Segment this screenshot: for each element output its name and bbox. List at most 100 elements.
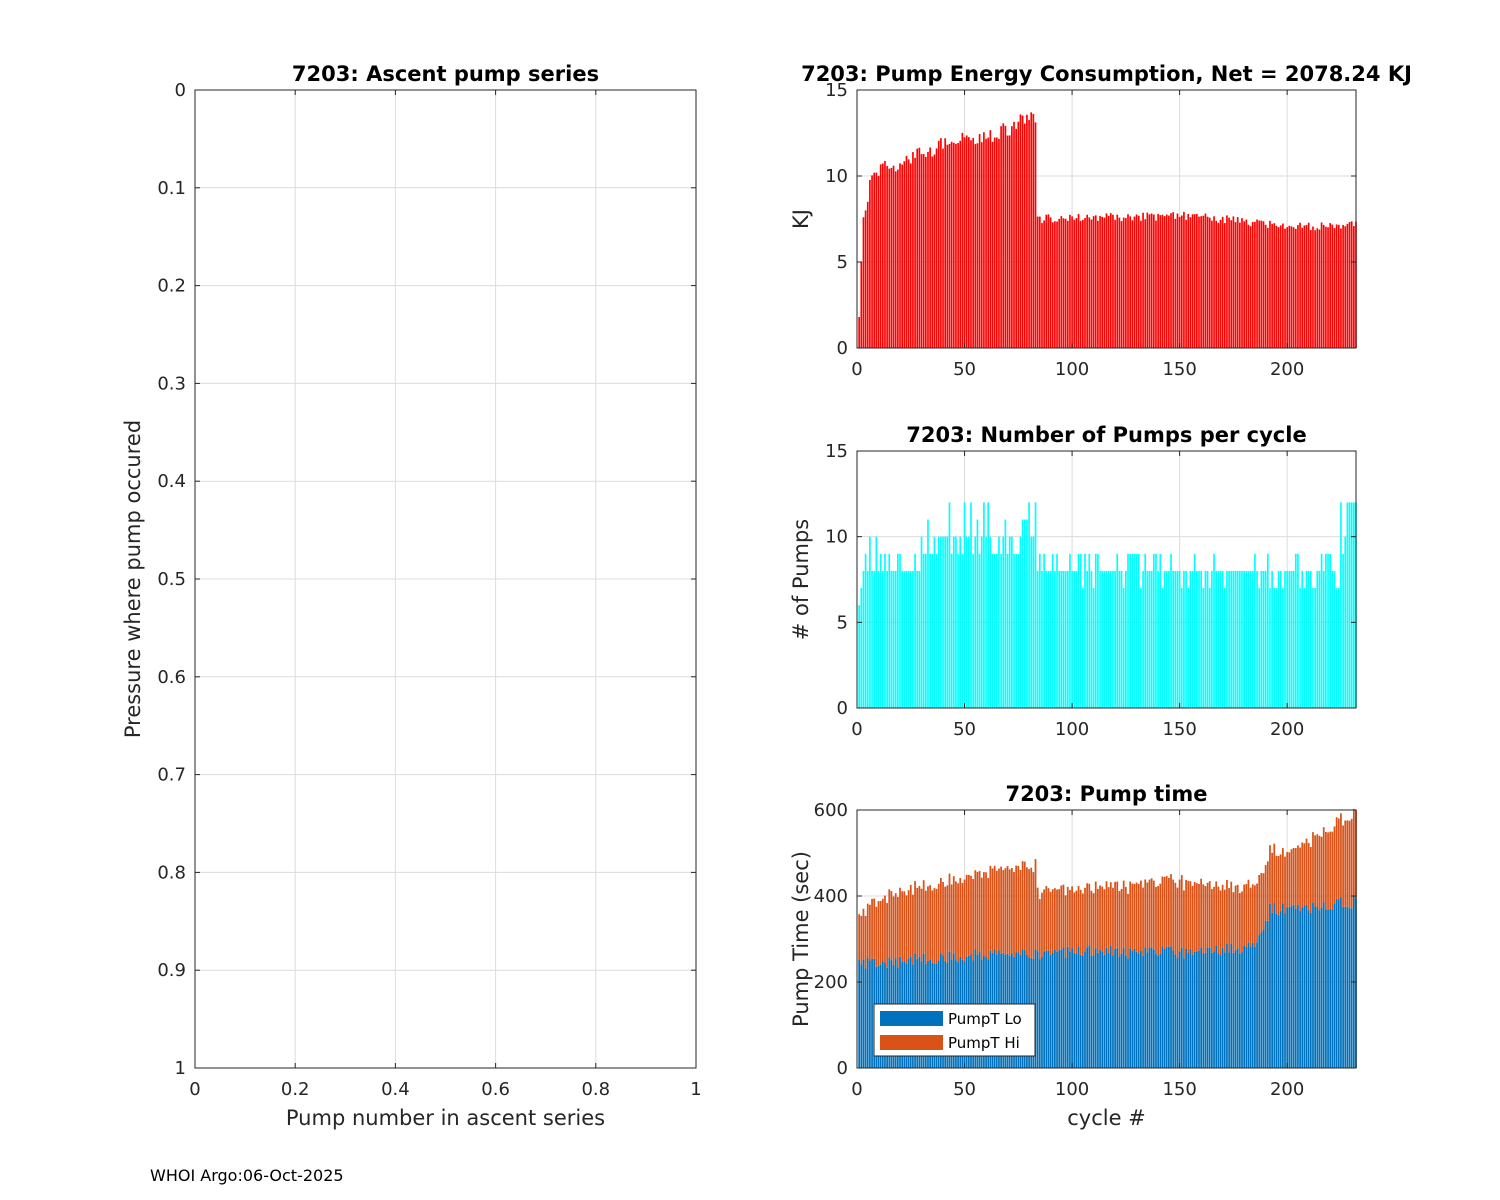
pumps-bar <box>1204 570 1207 708</box>
time-title: 7203: Pump time <box>1005 782 1207 806</box>
pumps-bar <box>1213 553 1215 708</box>
time-bar-hi <box>1146 882 1149 953</box>
time-bar-hi <box>952 876 955 954</box>
energy-ytick-label: 0 <box>837 338 848 359</box>
time-bar-hi <box>1266 861 1269 921</box>
energy-bar <box>1013 121 1015 349</box>
time-bar-hi <box>871 898 873 959</box>
energy-bar <box>1077 213 1080 348</box>
energy-bar <box>1290 226 1293 348</box>
energy-bar <box>1165 214 1168 348</box>
legend-label-pumpt-lo: PumpT Lo <box>948 1010 1022 1028</box>
energy-bar <box>879 164 882 348</box>
time-bar-lo <box>1135 951 1138 1068</box>
time-bar-hi <box>1142 887 1144 956</box>
time-bar-hi <box>1322 827 1325 903</box>
energy-bar <box>1019 114 1022 348</box>
time-bar-lo <box>1155 954 1157 1068</box>
time-bar-lo <box>1312 902 1314 1068</box>
time-bar-lo <box>1309 912 1312 1068</box>
pumps-bar <box>875 536 878 708</box>
time-bar-hi <box>1174 882 1177 955</box>
time-bar-hi <box>1137 883 1140 954</box>
pumps-bar <box>1004 519 1007 708</box>
time-bar-hi <box>1254 885 1256 947</box>
time-bar-lo <box>1236 948 1239 1068</box>
pumps-bar <box>1191 570 1194 708</box>
pumps-bar <box>931 553 934 708</box>
time-bar-hi <box>1075 890 1078 954</box>
time-bar-hi <box>858 914 861 960</box>
pumps-bar <box>1030 536 1033 708</box>
time-bar-lo <box>1114 948 1116 1068</box>
energy-bar <box>1353 226 1355 348</box>
time-bar-hi <box>1312 832 1314 903</box>
time-bar-lo <box>1251 942 1254 1068</box>
ascent-ytick-label: 0.5 <box>157 569 186 590</box>
time-bar-lo <box>1163 948 1166 1068</box>
pumps-bar <box>897 553 899 708</box>
pumps-bar <box>1318 570 1321 708</box>
time-bar-hi <box>1109 882 1112 946</box>
energy-bar <box>1032 113 1035 349</box>
pumps-bar <box>1041 570 1043 708</box>
time-bar-lo <box>1041 956 1043 1068</box>
pump-energy-axes: 0 50 100 150 200 0 5 10 15 7203: Pump Energy Con… <box>789 62 1412 380</box>
energy-bar <box>1232 216 1235 348</box>
pumps-bar <box>909 570 912 708</box>
time-bar-hi <box>1238 893 1241 954</box>
energy-bar <box>1200 216 1202 348</box>
energy-bar <box>1234 222 1237 348</box>
time-bar-hi <box>993 865 996 950</box>
energy-bar <box>907 159 910 348</box>
pumps-bar <box>959 536 962 708</box>
pumps-bar <box>1292 570 1295 708</box>
time-bar-lo <box>1120 953 1123 1068</box>
pumps-bar <box>866 570 869 708</box>
energy-bar <box>877 176 880 348</box>
pumps-bar <box>1045 570 1048 708</box>
pumps-bar <box>927 519 929 708</box>
energy-bar <box>916 148 919 348</box>
time-bar-lo <box>1316 907 1319 1068</box>
time-bar-hi <box>1241 891 1243 953</box>
pumps-bar <box>985 536 987 708</box>
pumps-bar <box>1103 570 1106 708</box>
time-bar-lo <box>1118 956 1121 1068</box>
energy-y-label: KJ <box>789 209 813 229</box>
pumps-bar <box>1006 553 1009 708</box>
pumps-bar <box>1155 553 1157 708</box>
pumps-bar <box>1069 553 1071 708</box>
energy-bar <box>1325 226 1327 348</box>
time-bar-hi <box>1099 885 1101 951</box>
energy-ytick-label: 10 <box>825 166 848 187</box>
time-bar-hi <box>1256 883 1258 943</box>
pumps-bar <box>1163 570 1166 708</box>
pumps-bars <box>858 502 1357 708</box>
pumps-bar <box>1264 570 1267 708</box>
ascent-xtick-label: 0.8 <box>581 1079 610 1100</box>
energy-bar <box>864 210 867 348</box>
energy-bar <box>1176 213 1179 348</box>
time-axes-frame <box>856 809 1357 1069</box>
pumps-xtick-label: 200 <box>1270 719 1304 740</box>
energy-bar <box>1101 216 1104 348</box>
energy-bar <box>1211 220 1213 348</box>
pumps-bar <box>1202 588 1205 708</box>
time-bar-hi <box>1281 848 1284 904</box>
time-bar-lo <box>1043 951 1046 1068</box>
pumps-bar <box>1176 570 1179 708</box>
time-bar-lo <box>1079 954 1082 1068</box>
pumps-bar <box>937 536 940 708</box>
pumps-bar <box>957 553 959 708</box>
pumps-bar <box>879 553 882 708</box>
pumps-bar <box>899 553 901 708</box>
time-bar-hi <box>927 886 929 961</box>
time-bar-lo <box>1056 951 1058 1068</box>
time-bar-hi <box>1135 882 1138 952</box>
energy-bar <box>1155 220 1157 348</box>
time-bar-hi <box>1090 890 1093 956</box>
time-bar-lo <box>1297 904 1299 1068</box>
pumps-xtick-label: 0 <box>851 719 862 740</box>
pumps-bar <box>905 570 908 708</box>
